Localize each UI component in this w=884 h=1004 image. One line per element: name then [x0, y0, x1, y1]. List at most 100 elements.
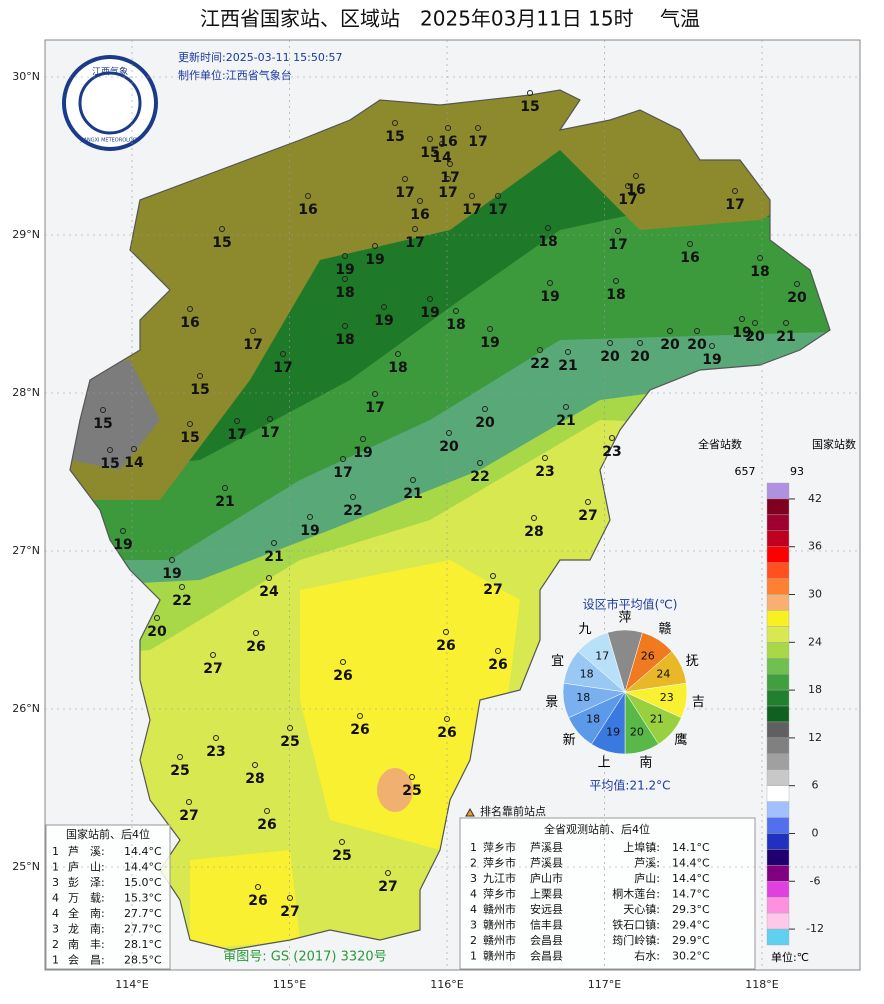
station-value: 18: [606, 287, 625, 303]
station-dot: [439, 141, 445, 147]
station-value: 21: [403, 486, 422, 502]
legend-swatch: [766, 626, 790, 643]
national-rank-cell: 万 载:: [68, 892, 105, 905]
station-dot: [453, 308, 459, 314]
station-value: 17: [243, 337, 262, 353]
station-dot: [625, 183, 631, 189]
station-dot: [255, 884, 261, 890]
station-dot: [410, 477, 416, 483]
station-dot: [490, 573, 496, 579]
station-value: 17: [395, 185, 414, 201]
legend-swatch: [766, 530, 790, 547]
legend-tick-label: 24: [808, 635, 822, 648]
national-rank-cell: 14.4°C: [124, 845, 162, 858]
all-rank-cell: 29.4°C: [672, 919, 710, 932]
all-rank-cell: 上埠镇:: [623, 840, 660, 854]
station-dot: [307, 514, 313, 520]
station-dot: [732, 188, 738, 194]
station-dot: [752, 320, 758, 326]
station-value: 17: [405, 235, 424, 251]
station-value: 17: [365, 400, 384, 416]
all-rank-cell: 右水:: [634, 949, 660, 963]
station-value: 27: [578, 508, 597, 524]
all-rank-cell: 赣州市: [483, 933, 516, 947]
all-rank-cell: 29.3°C: [672, 903, 710, 916]
pie-category: 新: [563, 732, 576, 748]
station-value: 23: [206, 744, 225, 760]
legend-tick-label: -6: [810, 874, 821, 887]
station-value: 17: [227, 427, 246, 443]
all-rank-cell: 14.4°C: [672, 857, 710, 870]
station-value: 26: [436, 638, 455, 654]
station-dot: [186, 799, 192, 805]
station-dot: [340, 456, 346, 462]
pie-category: 吉: [692, 695, 705, 710]
national-rank-cell: 2: [52, 938, 59, 951]
pie-slice: [577, 632, 626, 693]
station-value: 17: [488, 202, 507, 218]
station-value: 18: [538, 234, 557, 250]
lat-label: 26°N: [12, 702, 40, 715]
national-rank-cell: 庐 山:: [68, 860, 105, 874]
station-dot: [475, 125, 481, 131]
pie-value: 21: [650, 713, 664, 726]
national-rank-cell: 全 南:: [68, 906, 105, 920]
station-dot: [607, 340, 613, 346]
station-dot: [234, 418, 240, 424]
station-dot: [633, 173, 639, 179]
pie-category: 赣: [658, 622, 671, 637]
station-value: 14: [432, 150, 452, 166]
pie-category: 抚: [686, 654, 699, 669]
station-value: 22: [530, 356, 549, 372]
lat-label: 25°N: [12, 860, 40, 873]
legend-tick-label: 12: [808, 731, 822, 744]
station-value: 17: [608, 237, 627, 253]
station-value: 19: [702, 352, 721, 368]
station-dot: [417, 198, 423, 204]
station-dot: [340, 659, 346, 665]
station-dot: [667, 328, 673, 334]
station-value: 15: [520, 99, 539, 115]
legend-swatch: [766, 546, 790, 563]
all-rank-cell: 萍乡市: [483, 887, 516, 901]
station-dot: [563, 404, 569, 410]
station-value: 15: [93, 416, 112, 432]
all-rank-cell: 29.9°C: [672, 934, 710, 947]
all-rank-cell: 2: [470, 857, 477, 870]
station-dot: [739, 316, 745, 322]
station-value: 15: [100, 456, 119, 472]
all-rank-cell: 信丰县: [530, 919, 563, 932]
national-rank-cell: 4: [52, 892, 59, 905]
station-dot: [469, 193, 475, 199]
station-value: 26: [333, 668, 352, 684]
station-value: 25: [280, 734, 299, 750]
station-dot: [477, 460, 483, 466]
legend-swatch: [766, 689, 790, 707]
station-dot: [287, 725, 293, 731]
station-value: 20: [745, 329, 765, 345]
station-dot: [287, 895, 293, 901]
station-value: 26: [488, 657, 507, 673]
station-value: 27: [280, 904, 299, 920]
all-rank-cell: 3: [470, 919, 477, 932]
station-value: 17: [273, 360, 292, 376]
national-rank-cell: 会 昌:: [68, 954, 105, 967]
all-rank-cell: 1: [470, 841, 477, 854]
legend-swatch: [766, 642, 790, 659]
all-rank-cell: 14.4°C: [672, 872, 710, 885]
station-value: 25: [332, 848, 351, 864]
legend-col1-title: 全省站数: [698, 437, 742, 451]
legend-swatch: [766, 817, 790, 834]
station-dot: [609, 435, 615, 441]
station-value: 19: [732, 325, 751, 341]
station-value: 16: [626, 182, 645, 198]
legend-swatch: [766, 578, 790, 595]
legend-swatch: [766, 769, 790, 786]
legend-swatch: [766, 610, 790, 627]
pie-category: 上: [598, 756, 611, 771]
legend-unit: 单位:℃: [771, 950, 809, 964]
logo: 江西气象 JIANGXI METEOROLOGY: [62, 55, 158, 151]
station-value: 15: [190, 382, 209, 398]
station-dot: [402, 176, 408, 182]
lat-label: 30°N: [12, 70, 40, 83]
